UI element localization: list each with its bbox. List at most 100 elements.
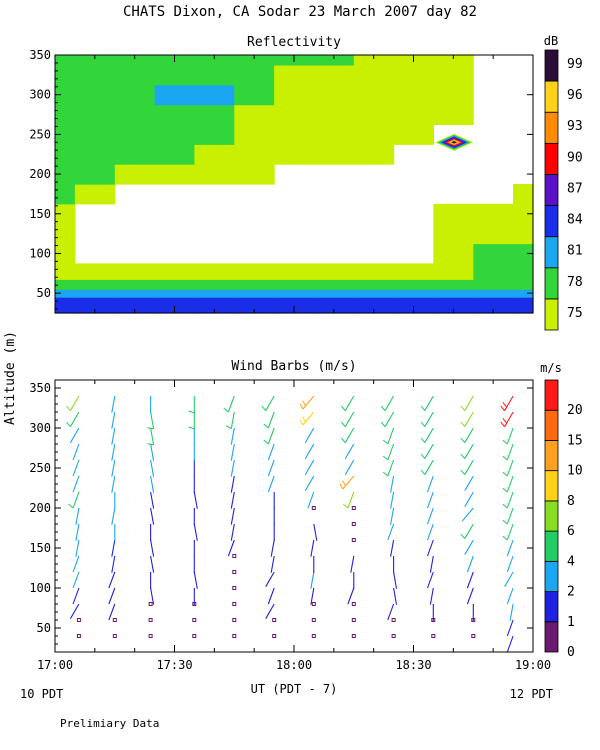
reflectivity-title: Reflectivity [247,35,341,50]
wind-calm-marker [148,602,153,606]
wind-barb [502,507,514,525]
wind-barb-feather [420,437,426,444]
wind-barb [150,443,155,461]
wind-barb-staff [150,587,155,605]
wind-barb-staff [111,395,116,413]
reflectivity-cell [154,263,195,280]
wind-colorbar-swatch [544,621,559,653]
reflectivity-cell [513,243,534,264]
wind-barb-staff [384,411,395,427]
reflectivity-colorbar-label: 93 [567,119,583,134]
wind-barb-staff [504,571,514,587]
wind-barb [299,395,315,410]
time-axis-label: UT (PDT - 7) [251,682,338,696]
wind-x-tick-label: 18:00 [276,658,312,672]
wind-barb-feather [380,421,386,428]
reflectivity-cell [274,297,315,314]
wind-barbs-title: Wind Barbs (m/s) [231,359,356,374]
wind-barb [193,571,198,589]
wind-barb [267,443,275,461]
wind-barb-feather [502,455,508,461]
wind-barb-staff [227,539,235,557]
wind-barb-feather [460,469,466,476]
wind-barb-staff [150,411,155,429]
wind-calm-marker [232,634,237,638]
wind-barb [72,459,80,477]
reflectivity-cell [313,297,355,314]
wind-barb [68,491,80,509]
wind-axes: 50 100 150 200 250 300 350 17:00 17:30 18:00 18:30… [29,379,551,672]
reflectivity-cell [393,279,434,290]
wind-calm-marker [311,602,316,606]
wind-barb-feather [460,533,466,540]
wind-calm-marker [311,506,316,510]
wind-barb-feather [460,453,466,460]
wind-barb-staff [265,395,275,411]
wind-barb-staff [69,603,80,619]
reflectivity-y-tick-label: 300 [29,88,51,102]
reflectivity-cell [473,289,514,298]
wind-barb-staff [384,395,395,411]
reflectivity-colorbar-swatch [544,267,559,300]
wind-barb [506,539,514,557]
wind-y-tick-label: 150 [29,541,51,555]
reflectivity-cell [194,297,235,314]
wind-barb-staff [466,587,474,605]
wind-barb-feather [342,503,349,509]
wind-barb-staff [506,523,514,541]
wind-barb [230,443,235,461]
wind-barb [263,427,275,445]
wind-barb-staff [464,475,474,491]
wind-barb [108,571,116,589]
wind-barb-staff [506,555,514,573]
wind-barb-staff [390,539,395,557]
wind-barb-staff [230,491,235,509]
reflectivity-colorbar-swatch [544,174,559,206]
wind-barb [267,459,275,477]
reflectivity-cell [433,279,474,290]
reflectivity-colorbar-label: 75 [567,306,583,321]
wind-barb [502,459,514,477]
wind-barb-staff [344,411,355,427]
wind-plot-frame [54,379,534,653]
wind-calm-marker [431,634,436,638]
wind-barb-staff [230,475,235,493]
reflectivity-cell [473,263,514,280]
reflectivity-cell [473,279,514,290]
wind-barb-staff [464,443,474,459]
wind-barb-staff [108,603,116,621]
wind-barb [429,555,434,573]
wind-barb-feather [341,437,346,444]
wind-barb-staff [193,491,198,509]
wind-barb [460,395,474,412]
wind-barb-staff [429,587,434,605]
reflectivity-cell [55,297,76,314]
wind-y-tick-label: 100 [29,581,51,595]
wind-barb-staff [504,395,514,411]
reflectivity-cell [194,124,235,145]
reflectivity-cell [274,124,315,145]
wind-barb-staff [72,459,80,477]
wind-barb-staff [424,459,434,475]
reflectivity-cell [433,64,474,86]
left-local-time-label: 10 PDT [20,687,63,701]
wind-barb-feather [382,471,389,477]
reflectivity-cell [393,84,434,106]
wind-barb [460,411,474,428]
reflectivity-cell [473,243,514,264]
wind-barb [502,523,514,541]
wind-calm-marker [76,634,81,638]
wind-barb [341,411,355,428]
wind-barb [108,603,116,621]
wind-barb [270,555,275,573]
wind-barb [230,491,235,509]
wind-barb-staff [230,411,235,429]
reflectivity-cell [194,144,235,165]
wind-x-tick-label: 17:00 [37,658,73,672]
reflectivity-cell [114,297,156,314]
wind-barb-staff [302,395,315,410]
reflectivity-colorbar-swatch [544,205,559,238]
reflectivity-axes: 50 100 150 200 250 300 350 [29,48,534,314]
wind-barb [464,539,474,555]
wind-barb-staff [267,587,275,605]
